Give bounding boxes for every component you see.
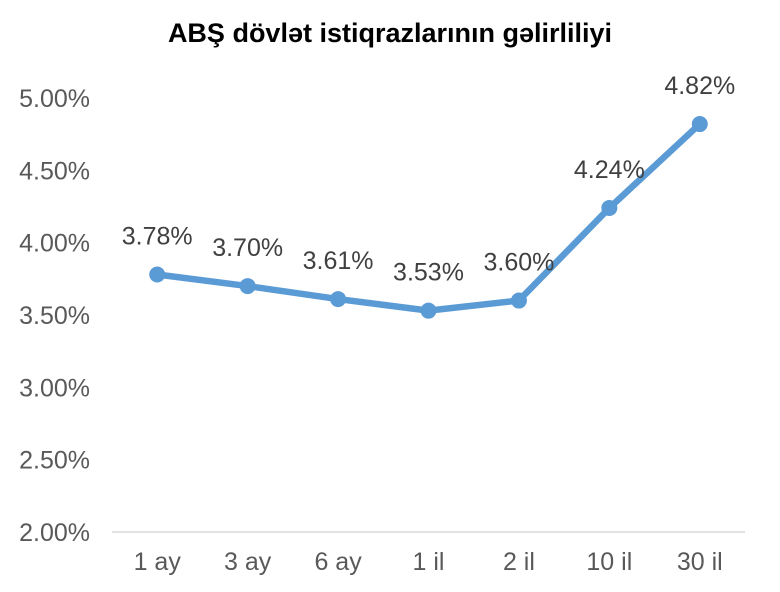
data-label: 3.70%: [212, 234, 283, 262]
data-label: 4.24%: [574, 156, 645, 184]
x-tick-label: 30 il: [677, 548, 723, 576]
y-tick-label: 4.00%: [19, 230, 90, 258]
y-tick-label: 3.00%: [19, 374, 90, 402]
data-point-marker: [601, 199, 618, 216]
data-label: 3.61%: [303, 247, 374, 275]
x-tick-label: 6 ay: [314, 548, 362, 576]
x-tick-label: 2 il: [503, 548, 535, 576]
x-tick-label: 10 il: [586, 548, 632, 576]
chart-title: ABŞ dövlət istiqrazlarının gəlirliliyi: [167, 18, 613, 48]
data-point-marker: [691, 116, 708, 133]
y-tick-label: 4.50%: [19, 157, 90, 185]
data-point-marker: [330, 291, 347, 308]
series-line-group: [149, 116, 708, 319]
data-point-marker: [510, 292, 527, 309]
x-axis: 1 ay 3 ay 6 ay 1 il 2 il 10 il 30 il: [134, 548, 723, 576]
y-tick-label: 5.00%: [19, 85, 90, 113]
x-tick-label: 3 ay: [224, 548, 272, 576]
y-tick-label: 2.00%: [19, 519, 90, 547]
data-point-marker: [239, 278, 256, 295]
data-label: 3.78%: [122, 222, 193, 250]
data-label: 3.60%: [483, 249, 554, 277]
x-tick-label: 1 il: [413, 548, 445, 576]
data-point-marker: [149, 266, 166, 283]
y-tick-label: 2.50%: [19, 447, 90, 475]
y-axis: 2.00% 2.50% 3.00% 3.50% 4.00% 4.50% 5.00%: [19, 85, 90, 547]
data-label: 3.53%: [393, 259, 464, 287]
data-labels: 3.78% 3.70% 3.61% 3.53% 3.60% 4.24% 4.82%: [122, 72, 735, 287]
x-tick-label: 1 ay: [134, 548, 182, 576]
data-label: 4.82%: [664, 72, 735, 100]
y-tick-label: 3.50%: [19, 302, 90, 330]
data-point-marker: [420, 302, 437, 319]
